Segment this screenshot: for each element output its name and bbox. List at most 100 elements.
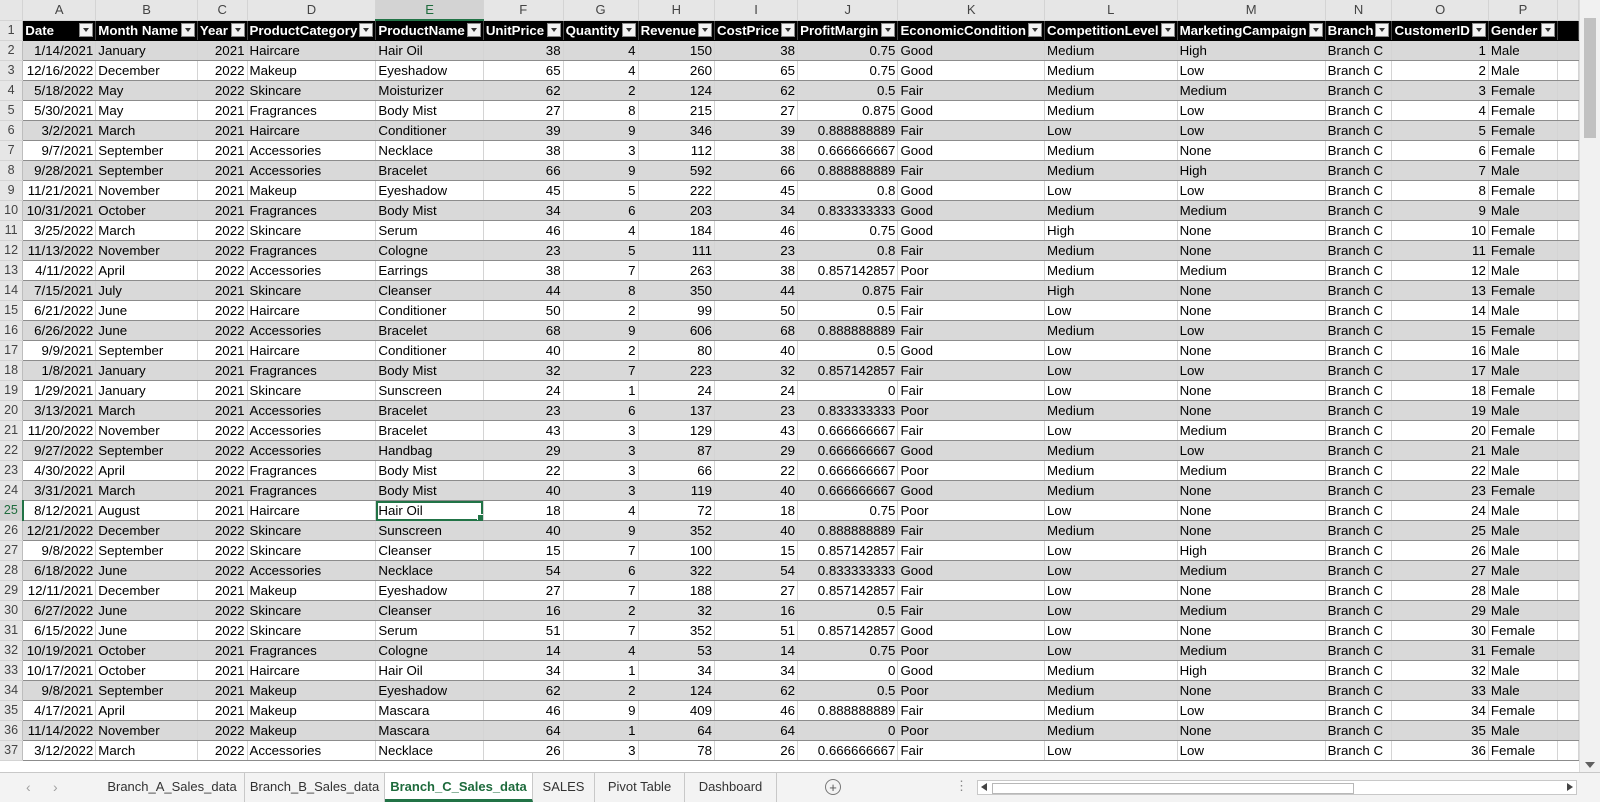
sheet-tab[interactable]: Pivot Table <box>595 773 685 802</box>
cell[interactable]: April <box>95 260 198 281</box>
cell[interactable]: 2022 <box>197 720 248 741</box>
cell[interactable]: 0.833333333 <box>797 200 899 221</box>
row-header[interactable]: 15 <box>0 300 24 321</box>
cell[interactable]: 35 <box>1391 720 1489 741</box>
cell[interactable]: Branch C <box>1325 180 1393 201</box>
cell[interactable]: 34 <box>714 200 799 221</box>
cell[interactable]: High <box>1177 40 1326 61</box>
filter-dropdown-icon[interactable] <box>466 23 481 37</box>
cell[interactable]: 5 <box>563 180 639 201</box>
cell[interactable]: Male <box>1488 360 1559 381</box>
cell[interactable]: 10/31/2021 <box>22 200 97 221</box>
cell[interactable]: High <box>1044 220 1178 241</box>
cell[interactable]: 2021 <box>197 380 248 401</box>
cell[interactable]: Male <box>1488 720 1559 741</box>
cell[interactable]: Low <box>1177 700 1326 721</box>
cell[interactable]: Fragrances <box>247 480 377 501</box>
cell[interactable]: 43 <box>483 420 564 441</box>
cell[interactable]: Low <box>1044 600 1178 621</box>
cell[interactable]: 11/14/2022 <box>22 720 97 741</box>
filter-dropdown-icon[interactable] <box>79 22 94 37</box>
cell[interactable]: Medium <box>1044 700 1178 721</box>
cell[interactable]: Branch C <box>1325 660 1393 681</box>
cell[interactable]: Fragrances <box>247 360 377 381</box>
cell[interactable]: 2022 <box>197 80 248 101</box>
cell[interactable]: 24 <box>483 380 564 401</box>
cell[interactable]: None <box>1177 580 1326 601</box>
cell[interactable]: Accessories <box>247 740 377 761</box>
cell[interactable]: 54 <box>714 560 799 581</box>
cell[interactable]: 0.75 <box>797 500 899 521</box>
header-cell[interactable]: EconomicCondition <box>897 20 1046 41</box>
cell[interactable]: Low <box>1044 540 1178 561</box>
row-header[interactable]: 24 <box>0 480 24 501</box>
cell[interactable]: Branch C <box>1325 340 1393 361</box>
cell[interactable] <box>1557 220 1579 241</box>
cell[interactable]: 4 <box>563 220 639 241</box>
row-header[interactable]: 30 <box>0 600 24 621</box>
filter-dropdown-icon[interactable] <box>359 22 374 37</box>
cell[interactable]: 2021 <box>197 640 248 661</box>
column-header-o[interactable]: O <box>1391 0 1489 21</box>
cell[interactable]: 0.5 <box>797 300 899 321</box>
cell[interactable]: Medium <box>1044 480 1178 501</box>
cell[interactable]: 39 <box>714 120 799 141</box>
cell[interactable]: 0.75 <box>797 40 899 61</box>
cell[interactable]: 38 <box>714 40 799 61</box>
cell[interactable]: 64 <box>714 720 799 741</box>
cell[interactable]: Cologne <box>375 240 484 261</box>
cell[interactable]: 24 <box>638 380 716 401</box>
cell[interactable]: Conditioner <box>375 340 484 361</box>
cell[interactable]: 2022 <box>197 420 248 441</box>
cell[interactable]: 150 <box>638 40 716 61</box>
column-header-g[interactable]: G <box>563 0 639 21</box>
cell[interactable]: 6 <box>1391 140 1489 161</box>
cell[interactable]: Fair <box>897 740 1046 761</box>
cell[interactable]: 4/30/2022 <box>22 460 97 481</box>
cell[interactable]: Male <box>1488 500 1559 521</box>
cell[interactable]: 27 <box>1391 560 1489 581</box>
split-handle-icon[interactable]: ⋮ <box>955 778 968 793</box>
cell[interactable]: 9 <box>563 120 639 141</box>
header-cell[interactable]: Branch <box>1325 20 1393 41</box>
cell[interactable]: Poor <box>897 260 1046 281</box>
cell[interactable]: 0.666666667 <box>797 440 899 461</box>
cell[interactable]: Low <box>1044 120 1178 141</box>
cell[interactable]: 12/21/2022 <box>22 520 97 541</box>
cell[interactable]: 14 <box>714 640 799 661</box>
header-cell[interactable]: Year <box>197 20 248 41</box>
cell[interactable]: None <box>1177 480 1326 501</box>
cell[interactable]: 32 <box>483 360 564 381</box>
cell[interactable]: Male <box>1488 300 1559 321</box>
cell[interactable] <box>1557 80 1579 101</box>
row-header[interactable]: 37 <box>0 740 24 761</box>
cell[interactable]: 99 <box>638 300 716 321</box>
cell[interactable]: 44 <box>714 280 799 301</box>
cell[interactable]: Low <box>1177 740 1326 761</box>
cell[interactable]: Good <box>897 140 1046 161</box>
cell[interactable]: Medium <box>1044 200 1178 221</box>
cell[interactable]: 9 <box>563 700 639 721</box>
cell[interactable]: 34 <box>638 660 716 681</box>
cell[interactable]: Male <box>1488 40 1559 61</box>
cell[interactable]: Low <box>1044 640 1178 661</box>
cell[interactable]: March <box>95 480 198 501</box>
cell[interactable]: Male <box>1488 460 1559 481</box>
row-header[interactable]: 21 <box>0 420 24 441</box>
column-header-n[interactable]: N <box>1325 0 1393 21</box>
cell[interactable]: Branch C <box>1325 280 1393 301</box>
cell[interactable]: Medium <box>1177 260 1326 281</box>
cell[interactable]: Low <box>1044 420 1178 441</box>
cell[interactable]: 2 <box>563 680 639 701</box>
cell[interactable]: 3 <box>1391 80 1489 101</box>
cell[interactable]: 2021 <box>197 660 248 681</box>
cell[interactable]: Medium <box>1177 200 1326 221</box>
cell[interactable]: Medium <box>1044 720 1178 741</box>
cell[interactable]: Branch C <box>1325 60 1393 81</box>
cell[interactable]: 352 <box>638 520 716 541</box>
column-header-p[interactable]: P <box>1488 0 1559 21</box>
cell[interactable]: Accessories <box>247 320 377 341</box>
cell[interactable]: 27 <box>714 100 799 121</box>
cell[interactable] <box>1557 420 1579 441</box>
cell[interactable]: 32 <box>638 600 716 621</box>
